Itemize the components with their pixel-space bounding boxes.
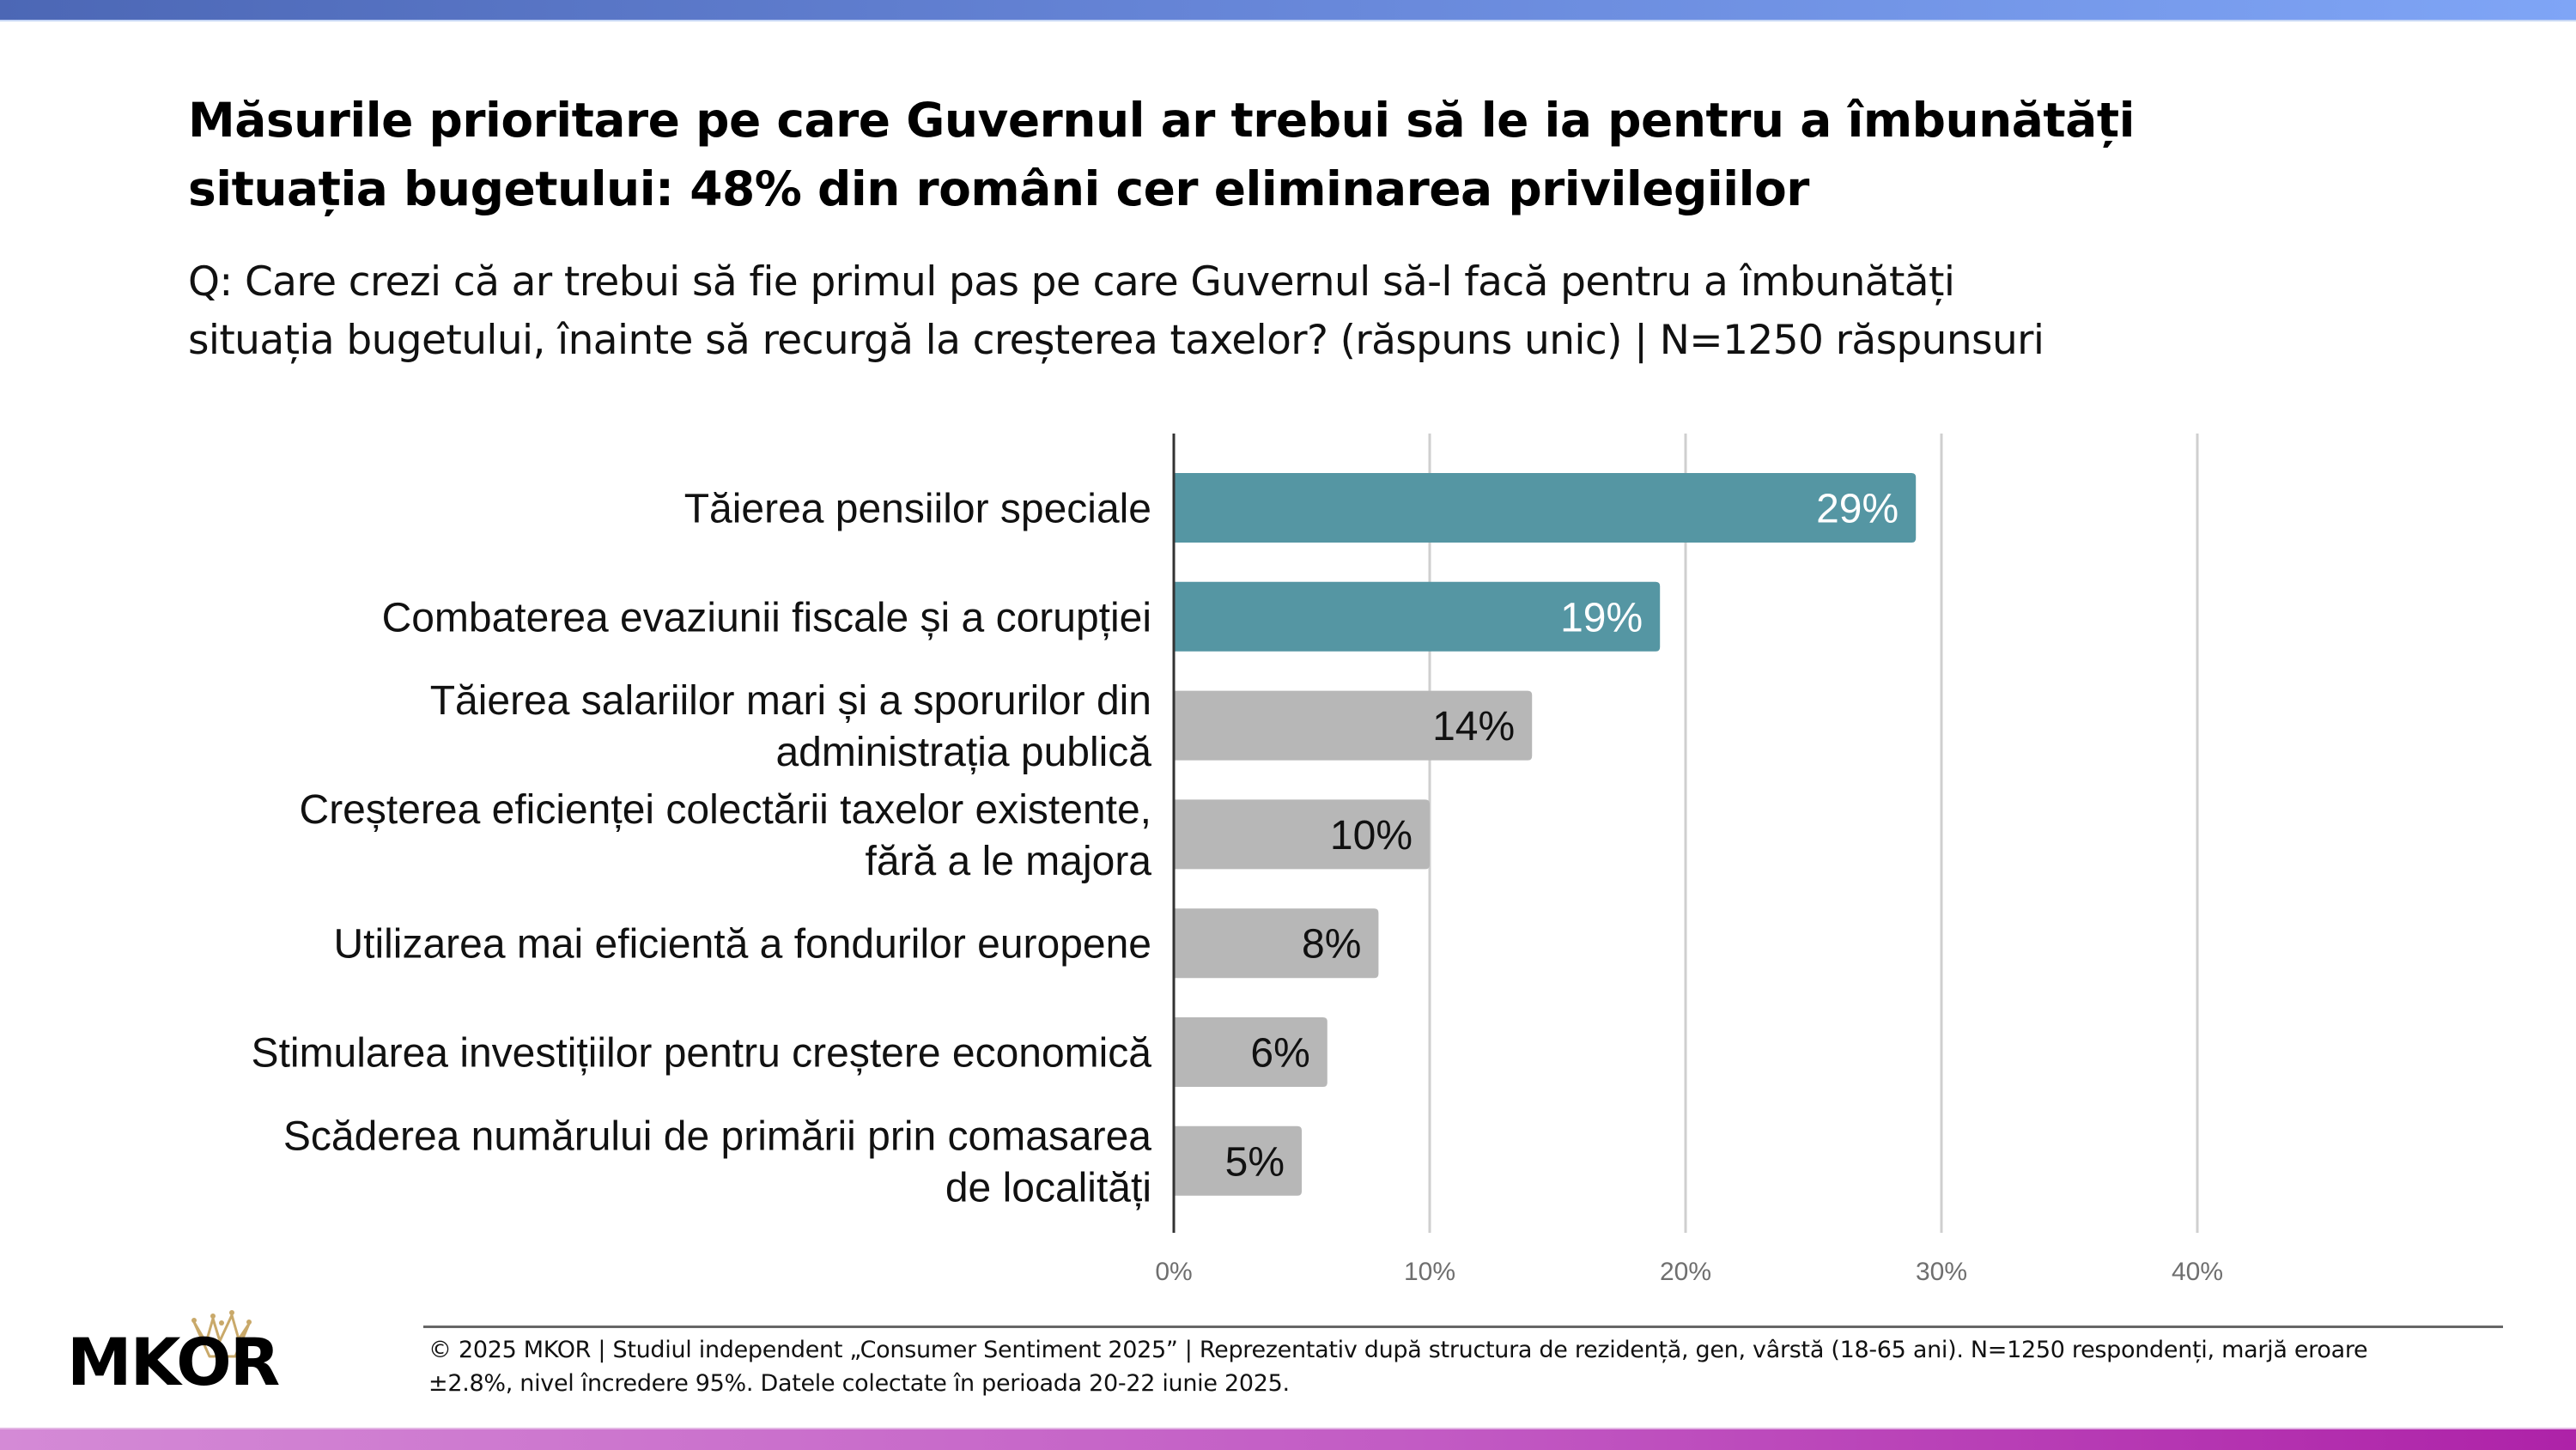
chart-title-line-1: Măsurile prioritare pe care Guvernul ar …: [188, 93, 2135, 148]
survey-question-line-2: situația bugetului, înainte să recurgă l…: [188, 317, 2044, 364]
bar: [1174, 473, 1917, 543]
mkor-logo: MKOR: [67, 1310, 281, 1389]
category-label-line: administrația publică: [775, 730, 1151, 775]
bar-value-label: 29%: [1816, 487, 1899, 532]
bar-value-label: 6%: [1250, 1031, 1309, 1077]
category-label: Tăierea salariilor mari și a sporurilor …: [430, 678, 1152, 775]
category-label-line: Stimularea investițiilor pentru creștere…: [252, 1031, 1152, 1077]
category-label: Combaterea evaziunii fiscale și a corupț…: [382, 595, 1151, 640]
bar-value-label: 10%: [1330, 813, 1413, 858]
bar: [1174, 908, 1379, 979]
category-label-line: Combaterea evaziunii fiscale și a corupț…: [382, 595, 1151, 640]
survey-question: Q: Care crezi că ar trebui să fie primul…: [188, 253, 2421, 370]
bar: [1174, 1125, 1302, 1196]
footer-note: © 2025 MKOR | Studiul independent „Consu…: [428, 1333, 2506, 1400]
x-axis-ticks: 0% 10% 20% 30% 40%: [1155, 1258, 2223, 1286]
category-labels: Tăierea pensiilor speciale Combaterea eva…: [252, 487, 1152, 1211]
gridlines: [1428, 434, 2199, 1233]
bar: [1174, 690, 1533, 761]
bar-value-label: 8%: [1302, 922, 1361, 968]
category-label-line: de localități: [945, 1165, 1151, 1210]
bar: [1174, 799, 1430, 870]
category-label: Stimularea investițiilor pentru creștere…: [252, 1031, 1152, 1077]
top-accent-bar: [0, 0, 2576, 21]
x-tick-label: 20%: [1660, 1258, 1711, 1286]
x-tick-label: 0%: [1155, 1258, 1192, 1286]
bottom-accent-bar: [0, 1428, 2576, 1450]
bars: [1174, 473, 1917, 1196]
bar-value-label: 14%: [1432, 704, 1515, 749]
x-tick-label: 30%: [1916, 1258, 1967, 1286]
category-label-line: Creșterea eficienței colectării taxelor …: [300, 787, 1151, 833]
category-label-line: Utilizarea mai eficientă a fondurilor eu…: [333, 922, 1151, 968]
bar: [1174, 581, 1661, 652]
value-labels: 29% 19% 14% 10% 8% 6% 5%: [1225, 487, 1899, 1186]
category-label: Creșterea eficienței colectării taxelor …: [300, 787, 1152, 884]
footer-note-line-1: © 2025 MKOR | Studiul independent „Consu…: [428, 1337, 2368, 1363]
survey-question-line-1: Q: Care crezi că ar trebui să fie primul…: [188, 258, 1955, 306]
category-label: Tăierea pensiilor speciale: [684, 487, 1151, 532]
bar: [1174, 1017, 1327, 1087]
x-tick-label: 40%: [2172, 1258, 2223, 1286]
x-tick-label: 10%: [1404, 1258, 1455, 1286]
bar-value-label: 5%: [1225, 1139, 1285, 1185]
category-label: Utilizarea mai eficientă a fondurilor eu…: [333, 922, 1151, 968]
category-label-line: fără a le majora: [866, 839, 1152, 884]
bar-value-label: 19%: [1560, 595, 1643, 640]
crown-icon: [191, 1310, 252, 1358]
category-label-line: Tăierea pensiilor speciale: [684, 487, 1151, 532]
logo-wordmark: MKOR: [67, 1324, 279, 1389]
category-label-line: Scăderea numărului de primării prin coma…: [283, 1113, 1151, 1159]
footer-divider: [423, 1326, 2503, 1328]
footer-note-line-2: ±2.8%, nivel încredere 95%. Datele colec…: [428, 1370, 1290, 1397]
category-label-line: Tăierea salariilor mari și a sporurilor …: [430, 678, 1151, 724]
chart-title: Măsurile prioritare pe care Guvernul ar …: [188, 86, 2421, 223]
category-label: Scăderea numărului de primării prin coma…: [283, 1113, 1151, 1210]
chart-title-line-2: situația bugetului: 48% din români cer e…: [188, 161, 1809, 216]
